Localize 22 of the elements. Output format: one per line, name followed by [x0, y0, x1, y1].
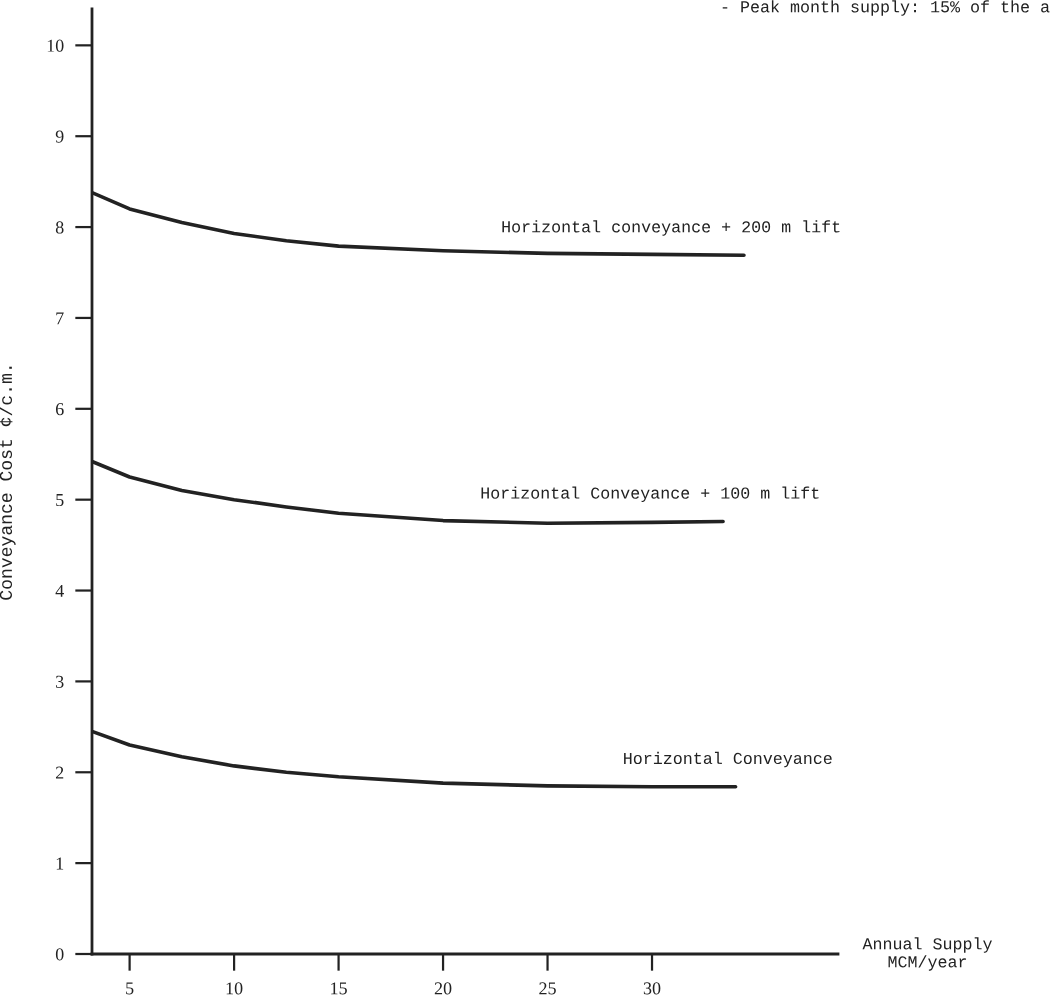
y-tick-label: 2 [55, 766, 64, 779]
y-tick-label: 6 [55, 403, 64, 416]
x-axis-title: Annual Supply MCM/year [862, 937, 992, 971]
x-tick-label: 30 [643, 982, 661, 995]
y-tick-label: 0 [55, 948, 64, 961]
x-tick-label: 20 [434, 982, 452, 995]
y-tick-label: 4 [55, 584, 64, 597]
series-label: Horizontal Conveyance + 100 m lift [481, 486, 819, 503]
x-tick-label: 10 [226, 982, 243, 995]
series-label: Horizontal Conveyance [624, 751, 832, 768]
series-label: Horizontal conveyance + 200 m lift [502, 220, 840, 236]
annotation: - Peak month supply: 15% of the a [722, 0, 1050, 16]
y-tick-label: 3 [56, 675, 64, 688]
y-tick-label: 5 [56, 494, 64, 507]
x-tick-label: 15 [331, 982, 347, 995]
y-tick-label: 9 [55, 130, 64, 143]
y-tick-label: 8 [55, 221, 64, 234]
y-tick-label: 7 [56, 312, 64, 325]
x-tick-label: 25 [539, 982, 556, 995]
y-tick-label: 10 [47, 39, 64, 52]
y-tick-label: 1 [56, 857, 64, 870]
x-tick-label: 5 [126, 982, 134, 995]
